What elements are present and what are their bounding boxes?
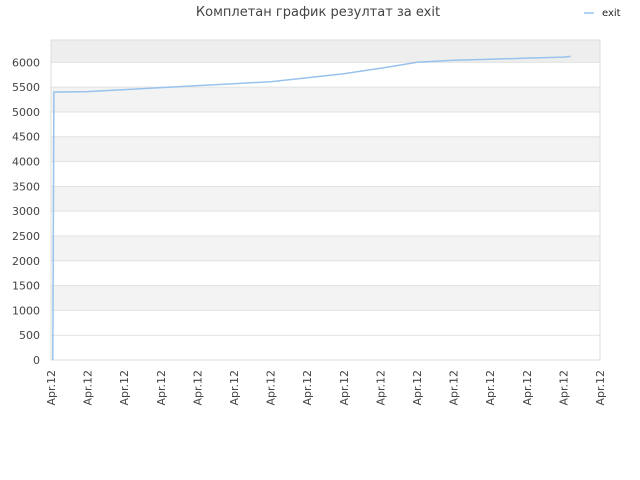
x-tick-label: Apr.12 bbox=[45, 370, 58, 406]
plot-band bbox=[51, 87, 600, 112]
legend[interactable]: exit bbox=[584, 8, 621, 19]
x-tick-label: Apr.12 bbox=[521, 370, 534, 406]
horizontal-gridlines bbox=[51, 61, 600, 361]
y-tick-label: 3500 bbox=[12, 180, 40, 193]
plot-band bbox=[51, 161, 600, 187]
y-tick-label: 5500 bbox=[12, 81, 40, 94]
x-tick-label: Apr.12 bbox=[155, 370, 168, 406]
x-tick-label: Apr.12 bbox=[448, 370, 461, 406]
x-axis-tick-labels: Apr.12 Apr.12 Apr.12 Apr.12 Apr.12 Apr.12 Apr.… bbox=[45, 370, 607, 406]
legend-label-exit: exit bbox=[602, 8, 621, 19]
plot-band bbox=[51, 285, 600, 311]
y-tick-label: 1000 bbox=[12, 304, 40, 317]
plot-band bbox=[51, 111, 600, 137]
plot-band bbox=[51, 186, 600, 212]
y-tick-label: 4000 bbox=[12, 156, 40, 169]
y-axis-tick-labels: 0 500 1000 1500 2000 2500 3000 3500 4000 4500 5000… bbox=[12, 56, 40, 367]
x-tick-label: Apr.12 bbox=[374, 370, 387, 406]
plot-band bbox=[51, 211, 600, 236]
series-layer bbox=[52, 55, 571, 361]
x-tick-label: Apr.12 bbox=[118, 370, 131, 406]
x-tick-label: Apr.12 bbox=[484, 370, 497, 406]
y-tick-label: 2000 bbox=[12, 255, 40, 268]
plot-band bbox=[51, 235, 600, 261]
plot-band bbox=[51, 62, 600, 88]
y-tick-label: 6000 bbox=[12, 56, 40, 69]
plot-band bbox=[51, 260, 600, 286]
y-tick-label: 2500 bbox=[12, 230, 40, 243]
x-tick-label: Apr.12 bbox=[411, 370, 424, 406]
x-tick-label: Apr.12 bbox=[191, 370, 204, 406]
y-tick-label: 0 bbox=[33, 354, 40, 367]
y-tick-label: 1500 bbox=[12, 280, 40, 293]
series-line-exit bbox=[52, 55, 571, 361]
x-tick-label: Apr.12 bbox=[301, 370, 314, 406]
chart-title: Комплетан график резултат за exit bbox=[196, 5, 440, 20]
x-tick-label: Apr.12 bbox=[557, 370, 570, 406]
x-tick-label: Apr.12 bbox=[338, 370, 351, 406]
plot-band bbox=[51, 335, 600, 360]
y-tick-label: 5000 bbox=[12, 106, 40, 119]
x-tick-label: Apr.12 bbox=[82, 370, 95, 406]
plot-band bbox=[51, 310, 600, 336]
plot-band bbox=[51, 40, 600, 63]
plot-band bbox=[51, 136, 600, 162]
x-tick-label: Apr.12 bbox=[265, 370, 278, 406]
plot-frame bbox=[50, 39, 601, 361]
x-tick-label: Apr.12 bbox=[228, 370, 241, 406]
y-tick-label: 500 bbox=[19, 329, 40, 342]
plot-background-bands bbox=[51, 40, 600, 360]
x-tick-label: Apr.12 bbox=[594, 370, 607, 406]
y-tick-label: 3000 bbox=[12, 205, 40, 218]
y-tick-label: 4500 bbox=[12, 131, 40, 144]
